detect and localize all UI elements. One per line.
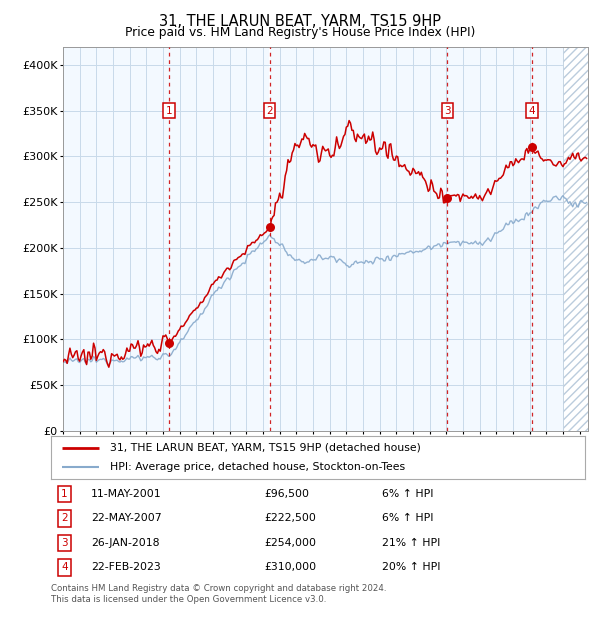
Text: 20% ↑ HPI: 20% ↑ HPI xyxy=(382,562,440,572)
Text: 22-MAY-2007: 22-MAY-2007 xyxy=(91,513,161,523)
Bar xyxy=(448,46,532,431)
Text: 2: 2 xyxy=(266,105,273,115)
Text: 21% ↑ HPI: 21% ↑ HPI xyxy=(382,538,440,548)
Bar xyxy=(269,46,448,431)
Text: 6% ↑ HPI: 6% ↑ HPI xyxy=(382,489,434,499)
Text: 11-MAY-2001: 11-MAY-2001 xyxy=(91,489,161,499)
Text: 3: 3 xyxy=(61,538,68,548)
Text: £222,500: £222,500 xyxy=(265,513,316,523)
Text: 31, THE LARUN BEAT, YARM, TS15 9HP (detached house): 31, THE LARUN BEAT, YARM, TS15 9HP (deta… xyxy=(110,443,421,453)
Text: Contains HM Land Registry data © Crown copyright and database right 2024.: Contains HM Land Registry data © Crown c… xyxy=(51,584,386,593)
Text: £96,500: £96,500 xyxy=(265,489,310,499)
Text: 4: 4 xyxy=(61,562,68,572)
Text: HPI: Average price, detached house, Stockton-on-Tees: HPI: Average price, detached house, Stoc… xyxy=(110,463,405,472)
Text: 22-FEB-2023: 22-FEB-2023 xyxy=(91,562,161,572)
Bar xyxy=(563,46,600,431)
Text: 6% ↑ HPI: 6% ↑ HPI xyxy=(382,513,434,523)
Text: 2: 2 xyxy=(61,513,68,523)
Text: 1: 1 xyxy=(166,105,172,115)
Bar xyxy=(532,46,563,431)
Text: 1: 1 xyxy=(61,489,68,499)
Text: 3: 3 xyxy=(444,105,451,115)
Bar xyxy=(169,46,269,431)
Text: This data is licensed under the Open Government Licence v3.0.: This data is licensed under the Open Gov… xyxy=(51,595,326,604)
Text: Price paid vs. HM Land Registry's House Price Index (HPI): Price paid vs. HM Land Registry's House … xyxy=(125,26,475,39)
Text: £310,000: £310,000 xyxy=(265,562,317,572)
Text: 4: 4 xyxy=(529,105,535,115)
Bar xyxy=(63,46,169,431)
Text: 31, THE LARUN BEAT, YARM, TS15 9HP: 31, THE LARUN BEAT, YARM, TS15 9HP xyxy=(159,14,441,29)
Text: 26-JAN-2018: 26-JAN-2018 xyxy=(91,538,160,548)
Text: £254,000: £254,000 xyxy=(265,538,317,548)
